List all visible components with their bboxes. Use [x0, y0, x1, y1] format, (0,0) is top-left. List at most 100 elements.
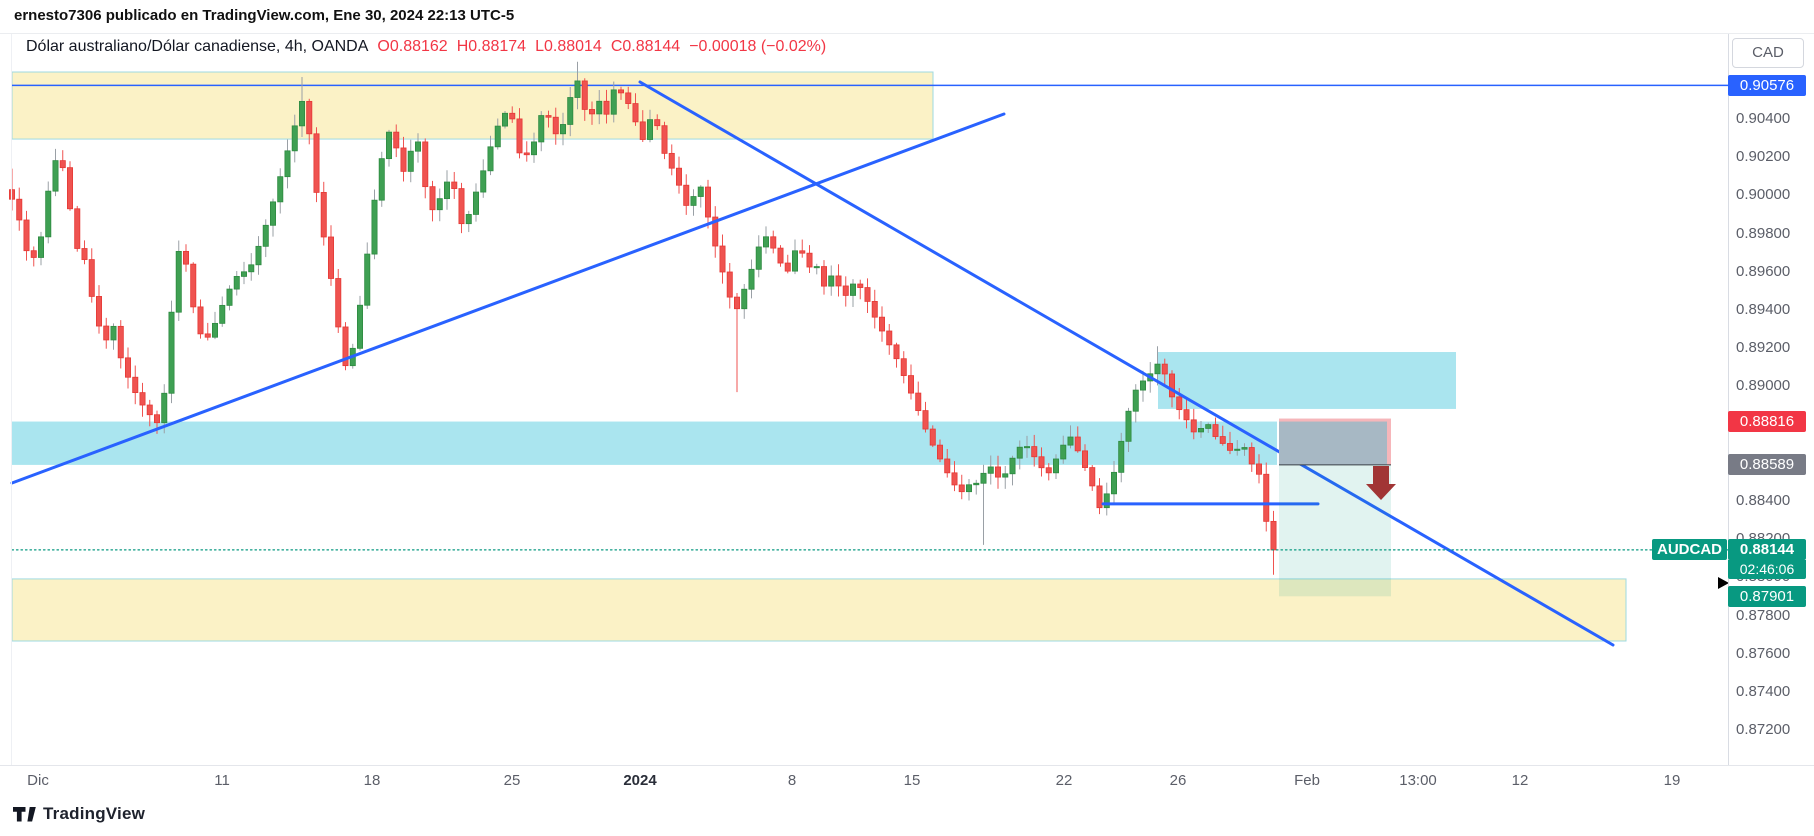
candle-down — [705, 186, 712, 218]
candle-up — [741, 288, 748, 310]
ohlc-low: L0.88014 — [535, 38, 602, 55]
candle-up — [472, 191, 479, 215]
candle-up — [465, 214, 472, 225]
symbol-header: Dólar australiano/Dólar canadiense, 4h, … — [26, 38, 826, 56]
time-tick-label-26: 26 — [1169, 772, 1187, 789]
candle-down — [995, 466, 1002, 478]
candle-down — [400, 147, 407, 172]
candle-up — [38, 236, 45, 258]
candle-up — [414, 141, 421, 152]
trendline-descending[interactable] — [638, 80, 1615, 647]
candle-down — [451, 181, 458, 189]
candle-up — [407, 150, 414, 172]
candle-up — [538, 115, 545, 143]
candle-down — [458, 188, 465, 225]
candle-up — [1140, 380, 1147, 391]
candle-up — [291, 125, 298, 152]
time-axis-border — [0, 765, 1814, 766]
candle-down — [1219, 436, 1226, 444]
down-arrow-marker[interactable] — [1366, 466, 1396, 500]
candle-down — [581, 80, 588, 110]
candle-down — [1263, 473, 1270, 522]
candle-down — [893, 344, 900, 360]
candle-down — [712, 216, 719, 247]
candle-down — [523, 152, 530, 156]
candle-up — [1132, 389, 1139, 412]
candle-down — [589, 109, 596, 115]
price-tick-label: 0.90000 — [1736, 186, 1791, 204]
candle-down — [335, 278, 342, 328]
supply-zone-cyan-upper[interactable] — [1158, 352, 1456, 409]
candle-down — [1074, 436, 1081, 452]
candle-down — [734, 296, 741, 310]
candle-up — [443, 181, 450, 200]
candle-down — [1031, 446, 1038, 458]
candle-down — [146, 404, 153, 416]
candle-down — [182, 250, 189, 265]
candle-up — [248, 264, 255, 273]
candle-up — [690, 196, 697, 206]
price-tick-label: 0.87400 — [1736, 683, 1791, 700]
candle-down — [683, 184, 690, 206]
candle-down — [951, 472, 958, 486]
candle-down — [784, 262, 791, 272]
short-position-tool-stop-overlay[interactable] — [1279, 421, 1387, 465]
candle-down — [937, 444, 944, 460]
candle-down — [1176, 396, 1183, 411]
price-tick-label: 0.87800 — [1736, 606, 1791, 624]
candle-down — [313, 133, 320, 193]
candle-down — [67, 167, 74, 210]
candle-up — [531, 141, 538, 156]
supply-zone-top-yellow[interactable] — [11, 71, 934, 140]
currency-toggle-button[interactable]: CAD — [1732, 38, 1804, 68]
candle-up — [269, 201, 276, 226]
tradingview-logo[interactable]: TradingView — [13, 804, 145, 824]
candle-up — [1103, 493, 1110, 509]
symbol-title[interactable]: Dólar australiano/Dólar canadiense, 4h, … — [26, 38, 369, 55]
candle-up — [828, 275, 835, 287]
candle-up — [175, 250, 182, 313]
candle-up — [596, 100, 603, 115]
candle-up — [436, 198, 443, 211]
candle-down — [88, 259, 95, 297]
candle-up — [501, 112, 508, 127]
demand-zone-bottom-yellow[interactable] — [11, 578, 1627, 642]
ohlc-change: −0.00018 (−0.02%) — [689, 38, 827, 55]
candle-down — [1256, 463, 1263, 475]
candle-up — [240, 271, 247, 277]
candle-down — [668, 152, 675, 169]
candle-down — [509, 112, 516, 120]
candle-up — [1234, 448, 1241, 451]
candle-up — [226, 288, 233, 306]
time-tick-label-1300: 13:00 — [1399, 772, 1437, 789]
candle-down — [516, 118, 523, 154]
trendline-ascending[interactable] — [10, 112, 1006, 485]
candle-down — [676, 167, 683, 186]
plot-left-border — [11, 33, 12, 765]
price-tick-label: 0.87600 — [1736, 644, 1791, 662]
candle-down — [197, 306, 204, 335]
candle-down — [190, 263, 197, 308]
candle-up — [980, 472, 987, 484]
publisher-text: ernesto7306 publicado en TradingView.com… — [14, 7, 515, 24]
candle-up — [110, 325, 117, 341]
candle-up — [356, 304, 363, 349]
candle-down — [96, 296, 103, 327]
candle-down — [1190, 419, 1197, 433]
candle-down — [1169, 373, 1176, 398]
price-tick-label: 0.87200 — [1736, 721, 1791, 739]
candle-down — [777, 247, 784, 264]
candle-down — [908, 375, 915, 394]
candle-down — [770, 236, 777, 249]
time-tick-label-8: 8 — [787, 772, 797, 789]
candle-down — [139, 392, 146, 406]
candle-up — [647, 119, 654, 140]
candle-up — [763, 236, 770, 248]
candle-down — [625, 92, 632, 104]
candle-down — [929, 428, 936, 446]
candle-up — [1241, 447, 1248, 450]
candle-up — [966, 484, 973, 493]
ohlc-close: C0.88144 — [610, 38, 681, 55]
time-tick-label-2024: 2024 — [623, 772, 657, 789]
